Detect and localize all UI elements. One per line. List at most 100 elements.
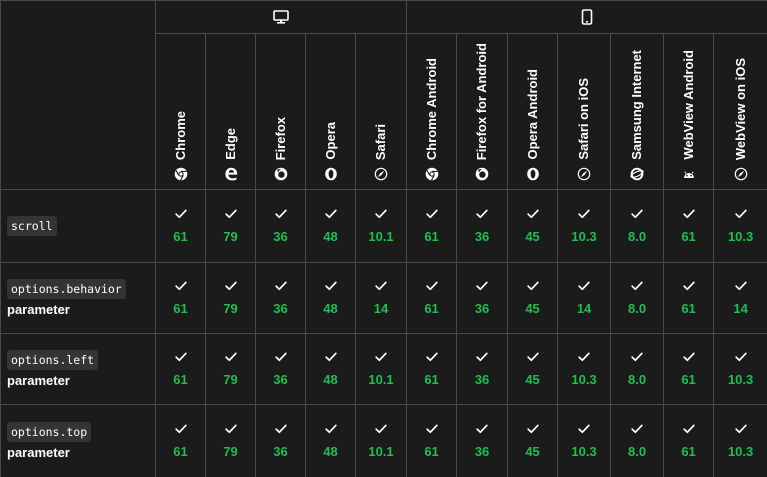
support-cell[interactable]: 10.1 (354, 404, 408, 477)
check-icon (734, 281, 747, 290)
support-cell[interactable]: 36 (255, 189, 306, 263)
support-cell[interactable]: 79 (205, 333, 256, 405)
firefox-icon (274, 167, 287, 181)
version-added: 10.3 (571, 371, 597, 387)
browser-name: Firefox (272, 116, 288, 160)
check-icon (274, 281, 287, 290)
support-cell[interactable]: 8.0 (610, 262, 665, 334)
support-cell[interactable]: 45 (507, 333, 559, 405)
support-cell[interactable]: 10.3 (557, 404, 612, 477)
check-icon (174, 209, 187, 218)
platform-header-row (0, 0, 767, 190)
support-cell[interactable]: 61 (663, 333, 715, 405)
support-cell[interactable]: 48 (305, 404, 356, 477)
version-added: 45 (525, 228, 540, 244)
support-cell[interactable]: 61 (406, 333, 458, 405)
version-added: 61 (173, 443, 188, 459)
support-cell[interactable]: 61 (663, 262, 715, 334)
check-icon (631, 281, 643, 290)
support-cell[interactable]: 8.0 (610, 404, 665, 477)
check-icon (274, 352, 287, 361)
support-cell[interactable]: 14 (354, 262, 408, 334)
version-added: 10.3 (571, 228, 597, 244)
browser-name: Edge (222, 128, 238, 160)
support-cell[interactable]: 61 (663, 404, 715, 477)
feature-name-cell: scroll (0, 189, 156, 263)
support-cell[interactable]: 10.3 (713, 189, 767, 263)
browser-header-content: WebView Android (664, 34, 713, 181)
support-cell[interactable]: 36 (255, 262, 306, 334)
browser-header-content: Opera (306, 34, 355, 181)
support-cell[interactable]: 61 (155, 262, 206, 334)
support-cell[interactable]: 36 (255, 404, 306, 477)
feature-code: scroll (7, 216, 57, 236)
support-cell[interactable]: 8.0 (610, 189, 665, 263)
support-cell[interactable]: 61 (155, 333, 206, 405)
browser-header-content: Chrome Android (407, 34, 456, 181)
support-cell[interactable]: 61 (155, 404, 206, 477)
check-icon (682, 352, 695, 361)
support-cell[interactable]: 10.3 (713, 333, 767, 405)
version-added: 10.1 (368, 228, 394, 244)
support-cell[interactable]: 10.3 (557, 333, 612, 405)
version-added: 61 (681, 443, 696, 459)
feature-suffix: parameter (7, 373, 70, 388)
support-cell[interactable]: 14 (713, 262, 767, 334)
check-icon (526, 352, 539, 361)
support-cell[interactable]: 61 (406, 262, 458, 334)
check-icon (526, 424, 539, 433)
version-added: 79 (223, 300, 238, 316)
support-cell[interactable]: 45 (507, 262, 559, 334)
browser-header-safari-on-ios: Safari on iOS (557, 33, 612, 190)
version-added: 48 (323, 300, 338, 316)
support-cell[interactable]: 10.1 (354, 333, 408, 405)
version-added: 79 (223, 443, 238, 459)
support-cell[interactable]: 79 (205, 189, 256, 263)
version-added: 8.0 (628, 300, 647, 316)
check-icon (324, 209, 337, 218)
support-cell[interactable]: 61 (406, 404, 458, 477)
version-added: 10.3 (571, 443, 597, 459)
check-icon (578, 209, 590, 218)
browser-name: Samsung Internet (629, 50, 645, 160)
support-cell[interactable]: 79 (205, 262, 256, 334)
check-icon (324, 352, 337, 361)
support-cell[interactable]: 10.3 (557, 189, 612, 263)
support-cell[interactable]: 36 (456, 189, 509, 263)
support-cell[interactable]: 36 (456, 262, 509, 334)
version-added: 14 (576, 300, 592, 316)
check-icon (526, 281, 539, 290)
check-icon (274, 424, 287, 433)
version-added: 14 (373, 300, 389, 316)
support-cell[interactable]: 36 (456, 404, 509, 477)
version-added: 36 (474, 300, 490, 316)
support-cell[interactable]: 48 (305, 262, 356, 334)
support-cell[interactable]: 10.1 (354, 189, 408, 263)
browser-header-webview-on-ios: WebView on iOS (713, 33, 767, 190)
support-cell[interactable]: 61 (663, 189, 715, 263)
browser-header-edge: Edge (205, 33, 256, 190)
browser-name: Safari (373, 123, 389, 160)
support-cell[interactable]: 48 (305, 189, 356, 263)
support-cell[interactable]: 61 (155, 189, 206, 263)
check-icon (324, 424, 337, 433)
check-icon (734, 209, 747, 218)
support-cell[interactable]: 48 (305, 333, 356, 405)
version-added: 61 (173, 300, 188, 316)
support-cell[interactable]: 36 (255, 333, 306, 405)
support-cell[interactable]: 79 (205, 404, 256, 477)
check-icon (631, 209, 643, 218)
support-cell[interactable]: 45 (507, 189, 559, 263)
version-added: 79 (223, 371, 238, 387)
feature-row: options.top parameter 61 79 36 48 10.1 61 36 45 10… (0, 404, 767, 477)
support-cell[interactable]: 10.3 (713, 404, 767, 477)
support-cell[interactable]: 45 (507, 404, 559, 477)
feature-name-cell: options.behavior parameter (0, 262, 156, 334)
support-cell[interactable]: 36 (456, 333, 509, 405)
support-cell[interactable]: 61 (406, 189, 458, 263)
support-cell[interactable]: 8.0 (610, 333, 665, 405)
support-cell[interactable]: 14 (557, 262, 612, 334)
version-added: 61 (424, 443, 439, 459)
